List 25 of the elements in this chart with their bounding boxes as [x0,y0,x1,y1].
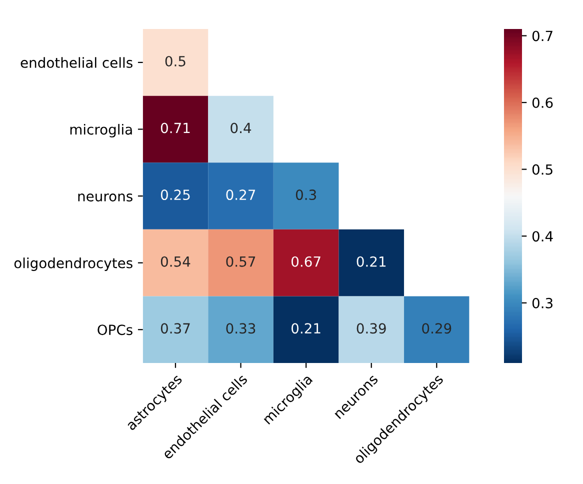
y-tick-label: oligodendrocytes [14,258,132,271]
data-label: 0.21 [356,256,386,267]
data-label: 0.54 [160,256,190,267]
y-tick-label: endothelial cells [20,57,132,68]
data-label: 0.3 [296,190,316,200]
data-label: 0.25 [160,190,190,200]
y-tick-label: neurons [78,194,132,202]
data-label: 0.67 [292,256,320,267]
color-bar-label: 0.7 [532,30,552,42]
data-label: 0.21 [292,323,320,334]
data-label: 0.4 [230,122,252,134]
y-tick-label: OPCs [98,324,132,336]
data-label: 0.39 [356,323,386,334]
color-bar-label: 0.6 [532,97,553,108]
data-label: 0.27 [226,190,256,200]
color-bar-label: 0.4 [532,231,553,242]
data-label: 0.5 [165,56,186,66]
data-label: 0.37 [160,323,190,334]
color-bar-label: 0.5 [532,164,552,175]
data-label: 0.29 [422,323,452,334]
data-label: 0.57 [226,256,256,267]
y-tick-label: microglia [70,124,132,138]
data-label: 0.33 [226,323,256,334]
data-label: 0.71 [160,122,190,134]
color-bar-label: 0.3 [532,298,552,308]
